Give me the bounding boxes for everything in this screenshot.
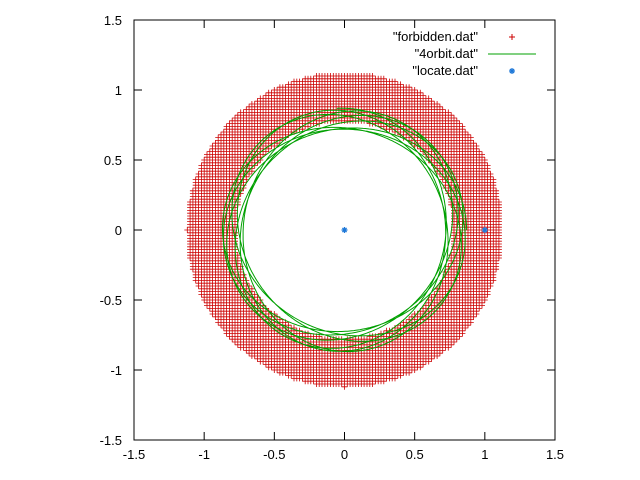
y-tick-label: -1 xyxy=(110,363,122,378)
orbit-line xyxy=(222,107,468,353)
orbit-series xyxy=(222,107,468,353)
y-tick-label: 1.5 xyxy=(104,13,122,28)
legend-label: "4orbit.dat" xyxy=(415,46,479,61)
locate-point xyxy=(341,227,348,233)
y-tick-label: -1.5 xyxy=(100,433,122,448)
legend: "forbidden.dat" "4orbit.dat" "locate.dat" xyxy=(393,29,536,78)
forbidden-series xyxy=(184,73,502,390)
legend-key xyxy=(509,34,515,40)
forbidden-points xyxy=(184,73,502,390)
y-tick-label: 0.5 xyxy=(104,153,122,168)
legend-key xyxy=(509,68,515,74)
legend-item: "forbidden.dat" xyxy=(393,29,515,44)
x-tick-label: -1.5 xyxy=(123,447,145,462)
x-tick-label: -0.5 xyxy=(263,447,285,462)
legend-item: "locate.dat" xyxy=(412,63,515,78)
locate-point xyxy=(481,227,488,233)
y-tick-label: -0.5 xyxy=(100,293,122,308)
x-tick-label: 0.5 xyxy=(406,447,424,462)
x-tick-label: 1.5 xyxy=(546,447,564,462)
x-tick-label: 0 xyxy=(341,447,348,462)
legend-label: "locate.dat" xyxy=(412,63,478,78)
locate-series xyxy=(341,227,488,233)
y-tick-label: 0 xyxy=(115,223,122,238)
y-tick-label: 1 xyxy=(115,83,122,98)
legend-item: "4orbit.dat" xyxy=(415,46,536,61)
x-tick-label: -1 xyxy=(198,447,210,462)
legend-label: "forbidden.dat" xyxy=(393,29,479,44)
x-tick-label: 1 xyxy=(481,447,488,462)
axis-ticks: -1.5 -1 -0.5 0 0.5 1 1.5 -1.5 -1 -0.5 0 0.5 1 1.5 xyxy=(100,13,564,462)
